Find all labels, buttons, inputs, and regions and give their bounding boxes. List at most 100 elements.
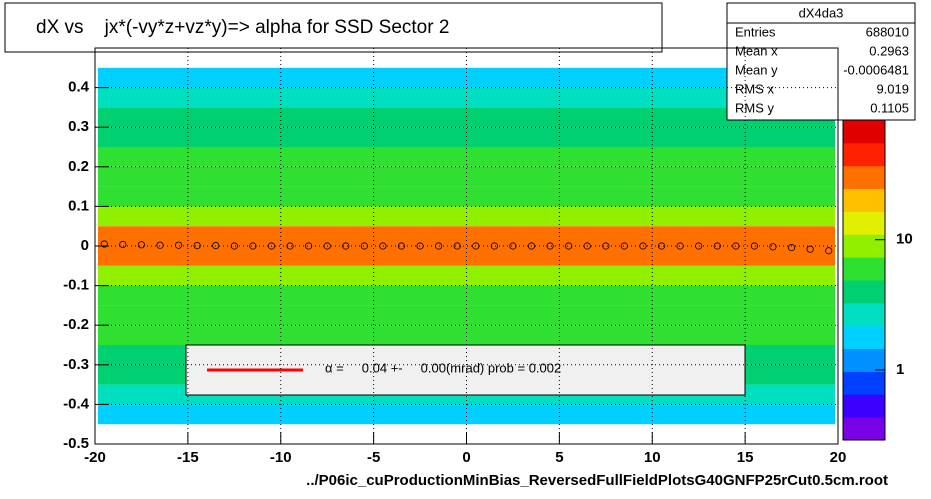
profile-point	[174, 241, 183, 249]
profile-point	[546, 242, 554, 250]
heat-cell	[98, 325, 835, 345]
profile-point	[806, 245, 814, 253]
y-tick-label: 0.1	[68, 197, 89, 214]
colorbar-swatch	[843, 371, 885, 395]
colorbar-swatch	[843, 280, 885, 304]
profile-point	[527, 242, 536, 250]
profile-point	[305, 242, 313, 250]
heat-cell	[98, 127, 835, 147]
profile-point	[156, 241, 164, 249]
stats-label: RMS y	[735, 100, 775, 115]
y-tick-label: -0.5	[63, 435, 89, 452]
y-tick-label: 0.4	[68, 79, 90, 96]
profile-point	[286, 242, 294, 250]
profile-point	[249, 242, 257, 250]
profile-point	[435, 242, 443, 250]
fit-legend-text: α = 0.04 +- 0.00(mrad) prob = 0.002	[325, 360, 561, 375]
stats-value: 9.019	[876, 81, 909, 96]
stats-value: 0.1105	[870, 100, 909, 115]
x-tick-label: -5	[367, 449, 380, 466]
profile-point	[212, 242, 220, 250]
colorbar-swatch	[843, 234, 885, 258]
colorbar-swatch	[843, 348, 885, 372]
profile-point	[323, 242, 331, 250]
colorbar-swatch	[843, 257, 885, 281]
y-tick-label: -0.1	[63, 277, 89, 294]
stats-value: -0.0006481	[843, 62, 909, 77]
stats-label: RMS x	[735, 81, 775, 96]
colorbar-swatch	[843, 211, 885, 235]
heat-cell	[98, 285, 835, 306]
profile-point	[565, 242, 573, 250]
title-box	[4, 2, 663, 53]
x-tick-label: 20	[830, 449, 847, 466]
profile-point	[453, 242, 461, 250]
profile-point	[787, 243, 796, 252]
profile-point	[397, 242, 406, 250]
profile-point	[509, 242, 517, 250]
colorbar-swatch	[843, 417, 885, 441]
colorbar-swatch	[843, 165, 885, 190]
x-tick-label: -10	[270, 449, 292, 466]
y-tick-label: 0	[81, 237, 89, 254]
stats-label: Mean x	[735, 43, 778, 58]
profile-point	[472, 242, 480, 250]
stats-label: Mean y	[735, 62, 778, 77]
heat-cell	[98, 305, 835, 326]
profile-point	[230, 242, 238, 250]
stats-title: dX4da3	[799, 5, 844, 20]
profile-point	[639, 242, 647, 250]
profile-point	[267, 242, 276, 250]
x-tick-label: 10	[644, 449, 661, 466]
profile-point	[825, 247, 833, 255]
colorbar-frame	[842, 119, 886, 441]
profile-point	[732, 242, 740, 250]
x-tick-label: 15	[737, 449, 754, 466]
x-tick-label: 0	[462, 449, 470, 466]
profile-point	[193, 242, 201, 250]
profile-point	[583, 242, 591, 250]
profile-point	[342, 242, 350, 250]
y-tick-label: -0.2	[63, 316, 89, 333]
profile-point	[657, 242, 666, 250]
colorbar-swatch	[843, 120, 885, 144]
y-tick-label: 0.3	[68, 118, 89, 135]
profile-point	[713, 242, 721, 250]
heat-cell	[98, 67, 835, 88]
x-tick-label: 5	[555, 449, 563, 466]
profile-point	[416, 242, 424, 250]
heat-cell	[98, 404, 835, 425]
profile-point	[119, 240, 127, 249]
colorbar-swatch	[843, 394, 885, 418]
x-tick-label: -15	[177, 449, 199, 466]
colorbar-tick-label: 10	[896, 231, 913, 248]
colorbar-swatch	[843, 188, 885, 212]
chart-title: dX vs jx*(-vy*z+vz*y)=> alpha for SSD Se…	[36, 17, 449, 38]
stats-value: 688010	[866, 24, 909, 39]
heat-cell	[98, 246, 835, 266]
profile-point	[602, 242, 610, 250]
profile-point	[379, 242, 387, 250]
colorbar-tick-label: 1	[896, 361, 904, 378]
colorbar-swatch	[843, 302, 885, 327]
profile-point	[137, 241, 146, 249]
profile-point	[769, 243, 777, 251]
y-tick-label: -0.3	[63, 356, 89, 373]
stats-label: Entries	[735, 24, 776, 39]
colorbar-swatch	[843, 325, 885, 350]
profile-point	[620, 242, 628, 250]
profile-point	[360, 242, 368, 250]
colorbar-swatch	[843, 142, 885, 167]
stats-value: 0.2963	[869, 43, 909, 58]
x-tick-label: -20	[84, 449, 106, 466]
profile-point	[490, 242, 498, 250]
y-tick-label: -0.4	[63, 395, 90, 412]
heat-cell	[98, 107, 835, 128]
profile-point	[100, 240, 108, 248]
profile-point	[676, 242, 684, 250]
y-tick-label: 0.2	[68, 158, 89, 175]
x-axis-label: ../P06ic_cuProductionMinBias_ReversedFul…	[306, 472, 888, 489]
heat-cell	[98, 87, 835, 108]
profile-point	[750, 242, 759, 250]
